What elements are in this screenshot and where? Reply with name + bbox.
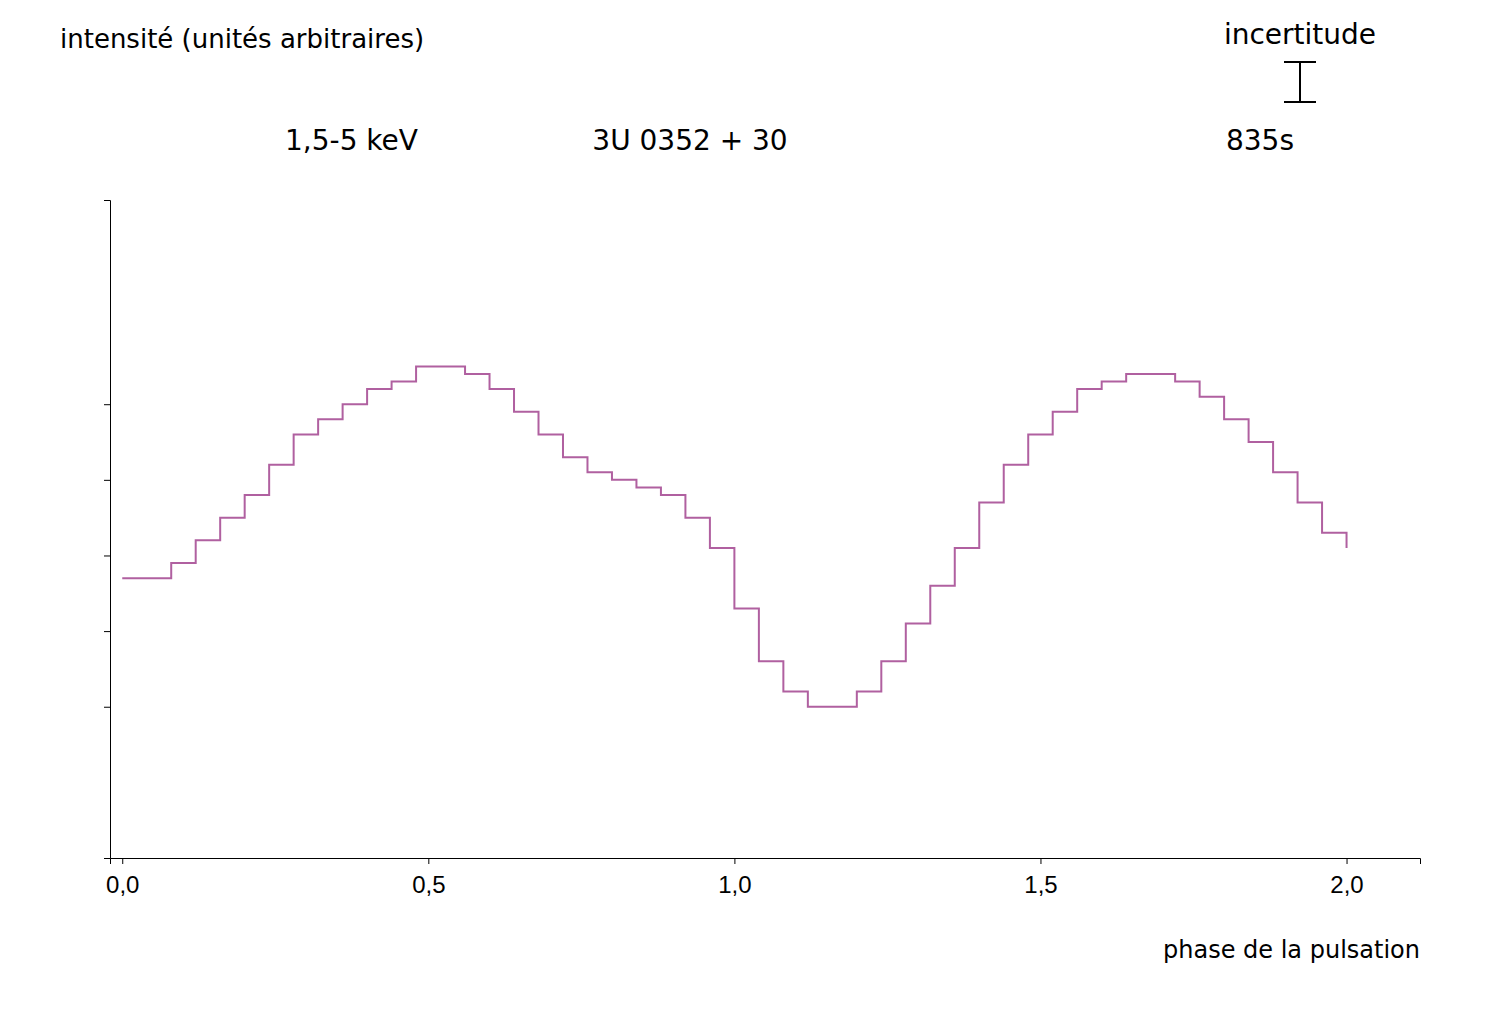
x-tick-label: 1,5 [1024, 871, 1057, 898]
y-axis [104, 201, 111, 859]
uncertainty-bar-part [1299, 62, 1301, 102]
y-axis-title: intensité (unités arbitraires) [60, 24, 424, 54]
y-tick-mark [104, 707, 110, 708]
annotation: 3U 0352 + 30 [592, 124, 787, 157]
x-tick-mark [122, 858, 123, 864]
y-tick [104, 631, 110, 632]
plot-area [122, 366, 1346, 706]
x-tick-mark [734, 858, 735, 864]
x-tick-label: 2,0 [1330, 871, 1363, 898]
x-axis-line [111, 859, 1421, 865]
uncertainty-bar-part [1284, 61, 1316, 63]
step-line [122, 366, 1346, 706]
annotation: 1,5-5 keV [285, 124, 418, 157]
annotation: 835s [1226, 124, 1294, 157]
y-tick [104, 555, 110, 556]
x-axis-title: phase de la pulsation [1163, 936, 1420, 964]
y-tick [104, 480, 110, 481]
x-tick-mark [1040, 858, 1041, 864]
x-tick: 1,5 [1024, 858, 1057, 898]
y-tick-mark [104, 555, 110, 556]
x-tick-mark [1347, 858, 1348, 864]
x-axis: 0,0 0,5 1,0 1,5 2,0 [106, 858, 1420, 898]
x-tick-mark [428, 858, 429, 864]
uncertainty-symbol [1284, 62, 1316, 102]
y-tick-mark [104, 480, 110, 481]
x-tick: 2,0 [1330, 858, 1363, 898]
chart: 0,0 0,5 1,0 1,5 2,0 intensité (unités arbitra… [0, 0, 1500, 1018]
y-tick [104, 707, 110, 708]
annotation: incertitude [1224, 18, 1376, 51]
y-tick [104, 404, 110, 405]
y-axis-line [104, 201, 111, 859]
y-tick-mark [104, 404, 110, 405]
x-tick-label: 0,0 [106, 871, 139, 898]
y-tick-mark [104, 631, 110, 632]
x-tick: 0,0 [106, 858, 139, 898]
x-tick: 1,0 [718, 858, 751, 898]
x-tick-label: 1,0 [718, 871, 751, 898]
uncertainty-bar-part [1284, 101, 1316, 103]
x-tick: 0,5 [412, 858, 445, 898]
x-tick-label: 0,5 [412, 871, 445, 898]
